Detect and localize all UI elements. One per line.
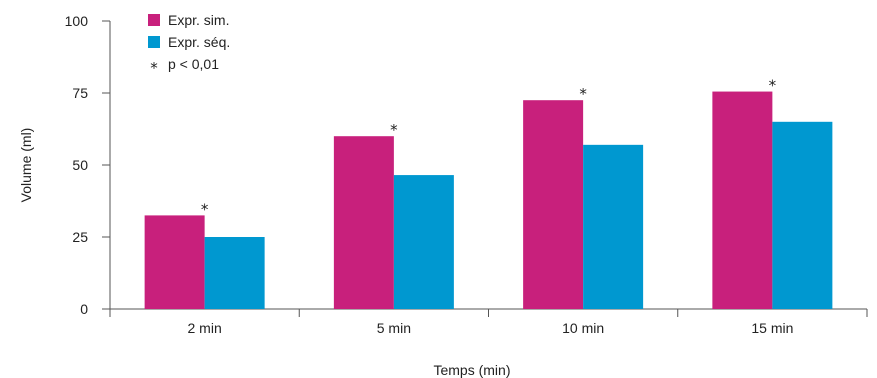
legend-swatch	[148, 14, 160, 26]
legend-star: *	[150, 59, 158, 77]
bar-expr-seq	[772, 121, 833, 309]
bar-expr-sim	[333, 136, 394, 309]
legend: Expr. sim. Expr. séq. * p < 0,01	[148, 12, 230, 77]
y-axis-title: Volume (ml)	[18, 128, 34, 203]
bar-expr-sim	[523, 100, 584, 309]
y-tick-label: 75	[72, 85, 88, 101]
significance-markers: * * * *	[201, 77, 777, 219]
y-axis: 0 25 50 75 100	[65, 13, 111, 317]
bar-expr-seq	[583, 144, 644, 309]
bar-expr-sim	[712, 91, 773, 309]
bar-expr-seq	[204, 237, 265, 309]
bars	[144, 91, 833, 309]
y-tick-label: 25	[72, 229, 88, 245]
x-tick-label: 10 min	[562, 320, 604, 336]
legend-label: Expr. séq.	[168, 34, 230, 50]
y-tick-label: 100	[65, 13, 89, 29]
significance-star: *	[769, 77, 777, 95]
significance-star: *	[579, 85, 587, 103]
bar-expr-sim	[144, 215, 205, 309]
y-tick-label: 0	[80, 301, 88, 317]
significance-star: *	[201, 200, 209, 218]
legend-swatch	[148, 36, 160, 48]
y-tick-label: 50	[72, 157, 88, 173]
x-axis: 2 min 5 min 10 min 15 min	[109, 308, 868, 336]
legend-significance-label: p < 0,01	[168, 56, 219, 72]
x-tick-label: 5 min	[377, 320, 411, 336]
x-tick-label: 2 min	[188, 320, 222, 336]
x-axis-title: Temps (min)	[433, 362, 510, 378]
bar-expr-seq	[393, 175, 454, 309]
x-tick-label: 15 min	[751, 320, 793, 336]
legend-label: Expr. sim.	[168, 12, 229, 28]
significance-star: *	[390, 121, 398, 139]
